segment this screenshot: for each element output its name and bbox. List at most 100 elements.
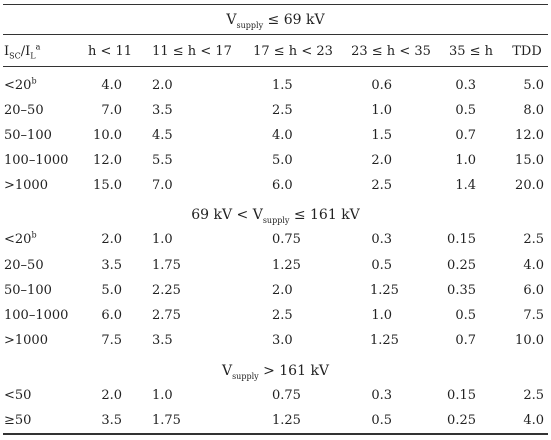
cell-text: 3.5 <box>101 413 122 428</box>
table-cell: 7.0 <box>152 178 194 194</box>
cell-text: 0.7 <box>455 333 476 348</box>
table-cell: 2.0 <box>370 153 392 169</box>
cell-text: 6.0 <box>272 178 293 193</box>
section-title-3: Vsupply > 161 kV <box>0 362 551 380</box>
cell-text: 1.25 <box>272 413 301 428</box>
table-cell: 10.0 <box>80 128 122 144</box>
cell-text: 1.0 <box>455 153 476 168</box>
section-1-title-rule <box>3 34 548 35</box>
column-header-h1: h < 11 <box>87 44 133 59</box>
section-title-3-post: > 161 kV <box>258 363 330 379</box>
cell-text: 1.5 <box>272 78 293 93</box>
table-cell: 3.5 <box>80 413 122 429</box>
table-cell: 2.0 <box>272 283 314 299</box>
cell-text: 1.75 <box>152 258 181 273</box>
table-row-label: 100–1000 <box>4 308 76 324</box>
table-cell: 0.3 <box>440 78 476 94</box>
table-cell: 0.15 <box>440 388 476 404</box>
column-header-h4: 23 ≤ h < 35 <box>351 44 431 59</box>
cell-text: 2.5 <box>523 232 544 247</box>
table-cell: 12.0 <box>80 153 122 169</box>
table-row-label: <50 <box>4 388 76 404</box>
cell-text: 0.5 <box>371 258 392 273</box>
section-title-3-pre: V <box>221 363 233 379</box>
cell-text: ≥50 <box>4 413 32 428</box>
cell-text: 1.0 <box>152 388 173 403</box>
cell-text: 7.0 <box>101 103 122 118</box>
table-cell: 0.7 <box>440 128 476 144</box>
cell-text: 0.7 <box>455 128 476 143</box>
cell-text: 0.75 <box>272 232 301 247</box>
table-cell: 0.35 <box>440 283 476 299</box>
cell-text: 2.0 <box>272 283 293 298</box>
table-cell: 1.0 <box>370 308 392 324</box>
cell-text: 1.75 <box>152 413 181 428</box>
section-title-2: 69 kV < Vsupply ≤ 161 kV <box>0 206 551 224</box>
cell-text: 2.5 <box>272 308 293 323</box>
bottom-rule <box>3 433 548 435</box>
cell-text: 1.5 <box>371 128 392 143</box>
table-cell: 2.5 <box>370 178 392 194</box>
table-cell: 5.0 <box>506 78 544 94</box>
column-header-ratio: ISC/ILa <box>4 43 40 60</box>
cell-text: 2.75 <box>152 308 181 323</box>
cell-text: 5.5 <box>152 153 173 168</box>
table-cell: 1.0 <box>370 103 392 119</box>
table-cell: 1.5 <box>272 78 314 94</box>
table-cell: 2.5 <box>272 103 314 119</box>
table-cell: 4.0 <box>272 128 314 144</box>
cell-text: 12.0 <box>515 128 544 143</box>
table-cell: 1.25 <box>272 413 314 429</box>
cell-text: 1.25 <box>370 283 399 298</box>
top-rule <box>3 4 548 5</box>
cell-text: 50–100 <box>4 283 52 298</box>
footnote-marker: b <box>31 230 37 240</box>
table-row-label: 50–100 <box>4 128 76 144</box>
cell-text: 0.15 <box>447 232 476 247</box>
cell-text: 0.3 <box>455 78 476 93</box>
table-cell: 0.75 <box>272 232 314 248</box>
table-cell: 0.5 <box>370 413 392 429</box>
cell-text: 100–1000 <box>4 153 69 168</box>
table-cell: 12.0 <box>506 128 544 144</box>
table-cell: 2.75 <box>152 308 194 324</box>
cell-text: 2.0 <box>101 388 122 403</box>
table-cell: 2.5 <box>506 388 544 404</box>
cell-text: 4.0 <box>523 413 544 428</box>
table-cell: 2.0 <box>80 388 122 404</box>
cell-text: 15.0 <box>515 153 544 168</box>
cell-text: 7.5 <box>523 308 544 323</box>
column-header-h3: 17 ≤ h < 23 <box>253 44 333 59</box>
table-cell: 3.5 <box>152 103 194 119</box>
table-cell: 1.75 <box>152 258 194 274</box>
table-cell: 7.5 <box>506 308 544 324</box>
table-cell: 3.0 <box>272 333 314 349</box>
table-cell: 0.3 <box>370 388 392 404</box>
column-header-tdd: TDD <box>512 44 542 59</box>
table-cell: 1.4 <box>440 178 476 194</box>
table-cell: 8.0 <box>506 103 544 119</box>
cell-text: 2.5 <box>523 388 544 403</box>
column-header-rule <box>3 66 548 67</box>
cell-text: 2.25 <box>152 283 181 298</box>
table-cell: 6.0 <box>506 283 544 299</box>
table-cell: 1.5 <box>370 128 392 144</box>
cell-text: 8.0 <box>523 103 544 118</box>
cell-text: 2.0 <box>371 153 392 168</box>
cell-text: 1.25 <box>272 258 301 273</box>
cell-text: 2.0 <box>101 232 122 247</box>
cell-text: 0.5 <box>371 413 392 428</box>
table-cell: 4.0 <box>506 413 544 429</box>
cell-text: 2.0 <box>152 78 173 93</box>
cell-text: 2.5 <box>272 103 293 118</box>
table-cell: 5.0 <box>80 283 122 299</box>
cell-text: 1.0 <box>152 232 173 247</box>
table-cell: 2.0 <box>152 78 194 94</box>
ratio-slash: /I <box>20 44 31 59</box>
table-row-label: ≥50 <box>4 413 76 429</box>
table-cell: 0.5 <box>440 308 476 324</box>
cell-text: 3.5 <box>152 103 173 118</box>
table-cell: 4.0 <box>80 78 122 94</box>
table-cell: 0.5 <box>440 103 476 119</box>
cell-text: 3.0 <box>272 333 293 348</box>
